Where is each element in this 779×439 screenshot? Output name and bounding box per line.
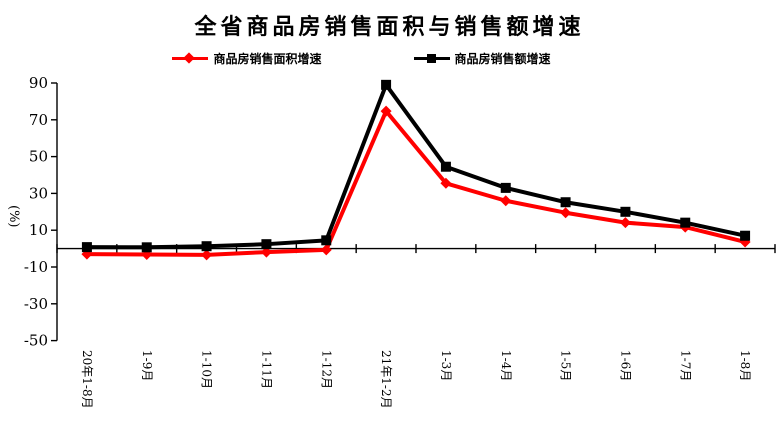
legend-label-amount: 商品房销售额增速 bbox=[454, 52, 551, 66]
marker-square-amount bbox=[440, 161, 451, 172]
x-tick-label: 1-8月 bbox=[738, 350, 752, 381]
marker-square-amount bbox=[680, 217, 691, 228]
y-tick-label: 90 bbox=[29, 74, 48, 92]
marker-square-amount bbox=[500, 182, 511, 193]
chart-title: 全省商品房销售面积与销售额增速 bbox=[194, 14, 585, 39]
marker-square-amount bbox=[201, 241, 212, 252]
y-tick-label: 70 bbox=[29, 111, 48, 129]
x-tick-label: 1-4月 bbox=[499, 350, 513, 381]
y-tick-label: 30 bbox=[29, 184, 48, 202]
marker-diamond-area bbox=[320, 244, 332, 256]
marker-square-amount bbox=[381, 79, 392, 90]
legend-item-area: 商品房销售面积增速 bbox=[172, 50, 322, 67]
x-tick-label: 1-5月 bbox=[559, 350, 573, 381]
marker-diamond-area bbox=[560, 207, 572, 219]
series-line-area bbox=[86, 109, 746, 257]
y-tick-label: -50 bbox=[24, 332, 48, 350]
x-tick-label: 1-10月 bbox=[200, 350, 214, 389]
x-tick-label: 1-12月 bbox=[319, 350, 333, 389]
marker-diamond-area bbox=[440, 177, 452, 189]
marker-square-amount bbox=[81, 242, 92, 253]
x-tick-label: 1-3月 bbox=[439, 350, 453, 381]
x-tick-label: 20年1-8月 bbox=[80, 350, 94, 409]
x-tick-label: 1-7月 bbox=[678, 350, 692, 381]
marker-square-amount bbox=[261, 239, 272, 250]
diamond-marker-icon bbox=[172, 52, 209, 65]
marker-diamond-area bbox=[500, 195, 512, 207]
legend: 商品房销售面积增速 商品房销售额增速 bbox=[0, 50, 779, 67]
marker-diamond-area bbox=[260, 246, 272, 258]
y-tick-label: -30 bbox=[24, 295, 48, 313]
y-axis-title: (%) bbox=[6, 205, 21, 228]
series-line-amount bbox=[86, 82, 746, 250]
marker-square-amount bbox=[321, 235, 332, 246]
marker-diamond-area bbox=[201, 249, 213, 261]
x-tick-label: 1-6月 bbox=[618, 350, 632, 381]
x-tick-label: 21年1-2月 bbox=[379, 350, 393, 409]
marker-square-amount bbox=[740, 230, 751, 241]
x-tick-label: 1-9月 bbox=[140, 350, 154, 381]
marker-square-amount bbox=[141, 242, 152, 253]
legend-label-area: 商品房销售面积增速 bbox=[213, 52, 322, 66]
marker-diamond-area bbox=[619, 217, 631, 229]
marker-square-amount bbox=[620, 206, 631, 217]
legend-item-amount: 商品房销售额增速 bbox=[413, 50, 551, 67]
x-tick-label: 1-11月 bbox=[259, 350, 273, 389]
legend-square bbox=[426, 54, 436, 63]
y-tick-label: 10 bbox=[29, 221, 48, 239]
y-tick-label: 50 bbox=[29, 148, 48, 166]
y-tick-label: -10 bbox=[24, 258, 48, 276]
marker-square-amount bbox=[560, 197, 571, 208]
marker-diamond-area bbox=[380, 105, 392, 117]
square-marker-icon bbox=[413, 52, 450, 65]
